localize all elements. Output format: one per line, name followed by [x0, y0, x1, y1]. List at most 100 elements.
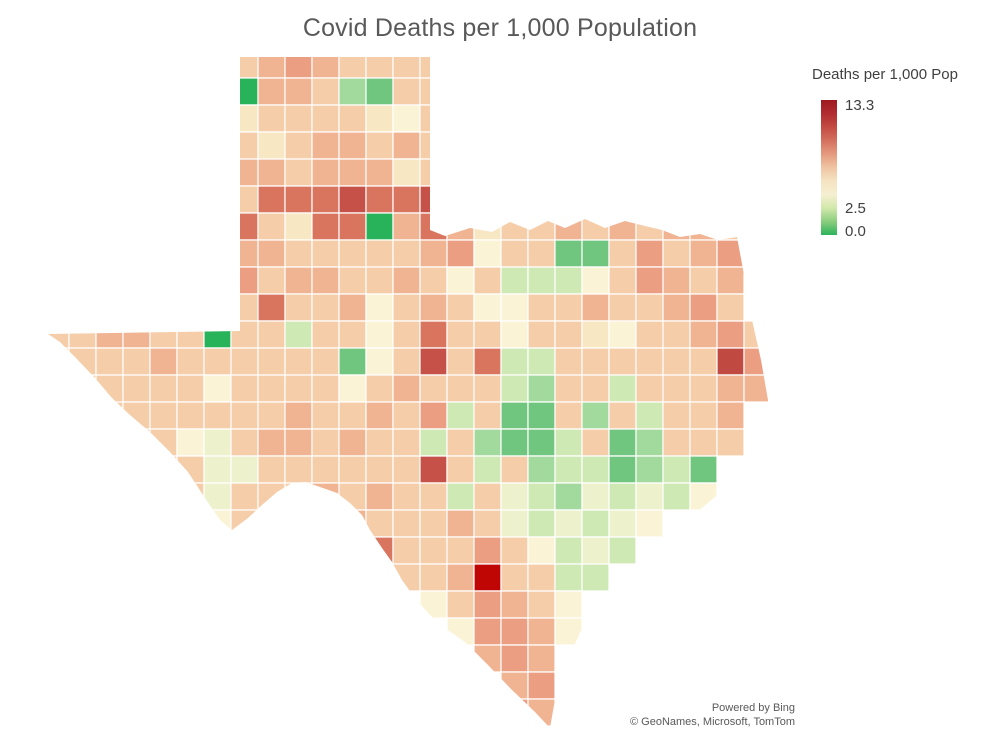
county-cell [608, 374, 637, 403]
county-cell [473, 563, 502, 592]
legend: Deaths per 1,000 Pop 13.3 2.5 0.0 [812, 66, 997, 240]
county-cell [203, 455, 232, 484]
legend-title: Deaths per 1,000 Pop [812, 66, 958, 83]
county-cell [473, 536, 502, 565]
county-cell [581, 320, 610, 349]
county-cell [392, 212, 421, 241]
county-cell [689, 212, 718, 241]
county-cell [662, 374, 691, 403]
county-cell [230, 347, 259, 376]
county-cell [338, 77, 367, 106]
county-cell [500, 374, 529, 403]
county-cell [662, 320, 691, 349]
county-cell [662, 239, 691, 268]
county-cell [230, 320, 259, 349]
county-cell [203, 509, 232, 538]
county-cell [689, 401, 718, 430]
county-cell [473, 266, 502, 295]
county-cell [500, 590, 529, 619]
county-cell [689, 293, 718, 322]
county-cell [149, 482, 178, 511]
county-cell [338, 455, 367, 484]
county-cell [257, 347, 286, 376]
county-cell [48, 347, 70, 376]
county-cell [689, 266, 718, 295]
county-cell [500, 428, 529, 457]
county-cell [257, 455, 286, 484]
county-cell [608, 347, 637, 376]
county-cell [365, 320, 394, 349]
county-cell [473, 239, 502, 268]
county-cell [230, 509, 259, 538]
county-cell [500, 239, 529, 268]
county-cell [419, 131, 448, 160]
county-cell [338, 374, 367, 403]
county-cell [581, 509, 610, 538]
county-cell [284, 320, 313, 349]
county-cell [176, 374, 205, 403]
county-cell [581, 455, 610, 484]
county-cell [689, 455, 718, 484]
county-cell [581, 347, 610, 376]
county-cell [284, 239, 313, 268]
county-cell [149, 401, 178, 430]
county-cell [473, 455, 502, 484]
county-cell [446, 212, 475, 241]
county-cell [554, 212, 583, 241]
county-cell [635, 401, 664, 430]
county-cell [365, 57, 394, 79]
county-cell [48, 401, 70, 430]
county-cell [527, 212, 556, 241]
county-cell [500, 455, 529, 484]
county-cell [446, 509, 475, 538]
county-cell [716, 293, 745, 322]
county-cell [500, 644, 529, 673]
county-cell [257, 77, 286, 106]
county-cell [527, 536, 556, 565]
county-cell [581, 428, 610, 457]
county-cell [446, 293, 475, 322]
county-cell [203, 482, 232, 511]
county-cell [527, 428, 556, 457]
county-cell [500, 347, 529, 376]
county-cell [500, 212, 529, 241]
county-cell [392, 104, 421, 133]
county-cell [608, 212, 637, 241]
county-cell [446, 563, 475, 592]
county-cell [338, 239, 367, 268]
county-cell [365, 455, 394, 484]
county-cell [635, 293, 664, 322]
county-cell [581, 482, 610, 511]
county-cell [365, 374, 394, 403]
county-cell [635, 455, 664, 484]
county-cell [527, 266, 556, 295]
county-cell [500, 293, 529, 322]
county-cell [527, 509, 556, 538]
county-cell [716, 239, 745, 268]
county-cell [95, 401, 124, 430]
county-cell [311, 77, 340, 106]
county-cell [716, 428, 745, 457]
county-cell [311, 131, 340, 160]
county-cell [365, 185, 394, 214]
county-cell [716, 347, 745, 376]
county-cell [500, 671, 529, 700]
county-cell [527, 671, 556, 700]
county-cell [446, 428, 475, 457]
county-cell [284, 401, 313, 430]
county-cell [419, 266, 448, 295]
legend-mid-label: 2.5 [845, 200, 866, 217]
county-cell [284, 482, 313, 511]
county-cell [257, 185, 286, 214]
county-cell [122, 374, 151, 403]
county-cell [419, 77, 448, 106]
county-cell [419, 455, 448, 484]
county-cell [257, 158, 286, 187]
county-cell [257, 266, 286, 295]
county-cell [365, 401, 394, 430]
county-cell [473, 428, 502, 457]
county-cell [257, 239, 286, 268]
county-cell [338, 428, 367, 457]
county-cell [419, 563, 448, 592]
county-cell [311, 212, 340, 241]
